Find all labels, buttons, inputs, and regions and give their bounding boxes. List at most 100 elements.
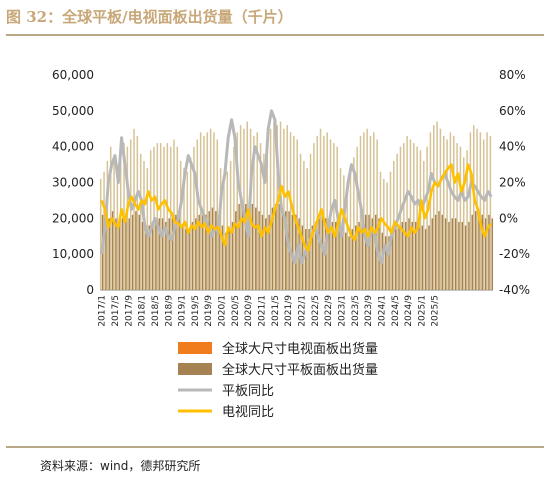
tv-panel-bar: [316, 135, 318, 290]
tv-panel-bar: [333, 143, 335, 290]
tv-panel-bar: [216, 139, 219, 290]
tv-panel-bar: [429, 132, 432, 290]
tv-panel-bar: [306, 168, 308, 290]
tablet-panel-bar: [148, 225, 150, 290]
x-tick-label: 2022/5: [311, 295, 321, 327]
tv-panel-bar: [99, 178, 102, 290]
tv-panel-bar: [326, 132, 328, 290]
legend-label-tv-panel: 全球大尺寸电视面板出货量: [222, 341, 378, 357]
x-tick-label: 2024/5: [391, 295, 401, 327]
x-tick-label: 2020/5: [231, 295, 241, 327]
tv-panel-bar: [376, 139, 378, 290]
tv-panel-bar: [489, 135, 492, 290]
y-left-tick-label: 20,000: [52, 211, 94, 225]
tablet-panel-bar: [464, 225, 467, 290]
tablet-panel-bar: [115, 218, 117, 290]
tablet-panel-bar: [451, 218, 454, 290]
x-tick-label: 2017/5: [111, 295, 121, 327]
tv-panel-bar: [462, 157, 465, 290]
tablet-panel-bar: [198, 214, 200, 290]
tv-panel-bar: [469, 132, 472, 290]
tablet-panel-bar: [178, 218, 180, 290]
x-tick-label: 2024/1: [377, 295, 387, 327]
tablet-panel-bar: [108, 218, 111, 290]
y-left-tick-label: 50,000: [52, 104, 94, 118]
x-tick-label: 2023/5: [351, 295, 361, 327]
tv-panel-bar: [246, 121, 249, 290]
tv-panel-bar: [456, 143, 458, 290]
tv-panel-bar: [213, 132, 215, 290]
tablet-panel-bar: [211, 207, 214, 290]
tablet-panel-bar: [368, 214, 370, 290]
tablet-panel-bar: [185, 229, 187, 290]
tablet-panel-bar: [118, 221, 121, 290]
tablet-panel-bar: [321, 214, 324, 290]
tablet-panel-bar: [201, 211, 204, 290]
tv-panel-bar: [399, 146, 402, 290]
tv-panel-bar: [406, 135, 408, 290]
tablet-panel-bar: [488, 214, 490, 290]
x-tick-label: 2021/1: [258, 295, 268, 327]
x-tick-label: 2021/5: [271, 295, 281, 327]
tablet-panel-bar: [448, 221, 450, 290]
tv-panel-bar: [482, 139, 485, 290]
tv-panel-bar: [236, 132, 239, 290]
tv-panel-bar: [239, 125, 242, 291]
tv-panel-bar: [416, 146, 418, 290]
tablet-panel-bar: [271, 207, 274, 290]
x-tick-label: 2018/9: [164, 295, 174, 327]
tablet-panel-bar: [161, 218, 164, 290]
tablet-panel-bar: [391, 232, 394, 290]
tablet-panel-bar: [158, 218, 160, 290]
tablet-panel-bar: [484, 218, 487, 290]
tablet-panel-bar: [291, 214, 294, 290]
source-rule: [6, 446, 544, 448]
tablet-panel-bar: [338, 225, 340, 290]
tv-panel-bar: [443, 135, 445, 290]
tablet-panel-bar: [398, 225, 400, 290]
tablet-yoy-line: [100, 109, 493, 265]
tablet-panel-bar: [344, 232, 347, 290]
tv-panel-bar: [426, 146, 428, 290]
tv-panel-bar: [189, 157, 192, 290]
tablet-panel-bar: [155, 221, 157, 290]
tv-panel-bar: [383, 178, 385, 290]
tablet-panel-bar: [411, 221, 414, 290]
tablet-panel-bar: [215, 211, 217, 290]
tablet-panel-bar: [111, 211, 114, 290]
tablet-panel-bar: [191, 221, 194, 290]
tv-panel-bar: [136, 135, 139, 290]
tv-panel-bar: [439, 128, 442, 290]
tablet-panel-bar: [331, 221, 334, 290]
tablet-panel-bar: [251, 204, 254, 290]
tablet-panel-bar: [235, 211, 237, 290]
tablet-panel-bar: [121, 218, 124, 290]
tablet-panel-bar: [281, 207, 284, 290]
tablet-panel-bar: [151, 221, 154, 290]
x-tick-label: 2018/5: [151, 295, 161, 327]
tv-panel-bar: [446, 139, 448, 290]
tablet-panel-bar: [348, 236, 350, 290]
tv-panel-bar: [386, 182, 388, 290]
tv-panel-bar: [379, 171, 382, 290]
x-tick-label: 2019/1: [178, 295, 188, 327]
x-tick-label: 2025/5: [431, 295, 441, 327]
tv-panel-bar: [256, 132, 258, 290]
tv-panel-bar: [309, 153, 312, 290]
tablet-panel-bar: [255, 207, 257, 290]
tv-panel-bar: [413, 143, 415, 290]
legend-label-tv-yoy: 电视同比: [222, 405, 274, 420]
tablet-panel-bar: [268, 214, 270, 290]
y-right-tick-label: -20%: [499, 247, 530, 261]
tv-panel-bar: [479, 132, 482, 290]
tablet-panel-bar: [384, 236, 387, 290]
tablet-panel-bar: [278, 204, 280, 290]
tablet-panel-bar: [414, 221, 417, 290]
tablet-panel-bar: [258, 211, 260, 290]
tv-panel-bar: [276, 125, 278, 291]
tablet-panel-bar: [404, 221, 407, 290]
tv-panel-bar: [273, 121, 275, 290]
tablet-panel-bar: [218, 214, 220, 290]
tablet-panel-bar: [474, 211, 477, 290]
